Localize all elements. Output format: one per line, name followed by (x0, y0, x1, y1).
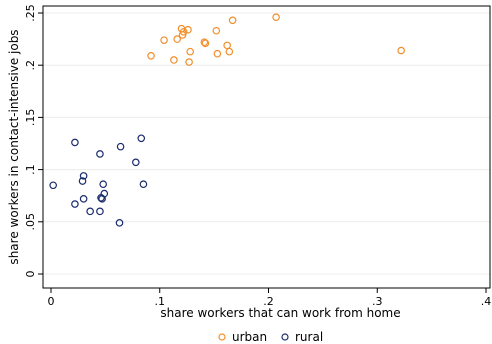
data-point-rural-12 (100, 189, 109, 198)
data-point-rural-2 (71, 200, 79, 208)
data-point-rural-8 (96, 150, 104, 158)
data-point-urban-12 (212, 26, 221, 35)
data-point-urban-17 (272, 13, 280, 21)
data-points (49, 13, 405, 227)
y-tick-label-4: .2 (24, 60, 37, 71)
y-axis-title: share workers in contact-intensive jobs (7, 29, 21, 264)
data-point-rural-16 (137, 134, 146, 143)
y-tick-label-1: .05 (24, 213, 37, 231)
x-axis-ticks: 0 .1 .2 .3 .4 (48, 288, 492, 308)
plot-area (42, 5, 491, 289)
data-point-urban-10 (200, 38, 209, 47)
data-point-rural-3 (78, 177, 87, 185)
data-point-urban-18 (397, 46, 405, 55)
x-tick-label-1: .1 (155, 295, 166, 308)
data-point-rural-13 (115, 219, 124, 227)
data-point-urban-16 (228, 16, 237, 25)
x-tick-label-4: .4 (481, 295, 492, 308)
data-point-urban-8 (185, 58, 193, 66)
y-tick-label-5: .25 (24, 4, 37, 22)
y-tick-label-3: .15 (24, 109, 37, 127)
data-point-urban-3 (173, 35, 181, 43)
legend-label-rural: rural (295, 330, 323, 344)
data-point-rural-14 (116, 142, 125, 151)
data-point-rural-4 (79, 172, 88, 180)
data-point-urban-7 (184, 25, 192, 34)
y-axis-ticks: 0 .05 .1 .15 .2 .25 (24, 4, 43, 278)
data-point-urban-6 (179, 27, 188, 36)
data-point-rural-17 (139, 180, 148, 189)
x-tick-label-3: .3 (372, 295, 383, 308)
data-point-rural-0 (49, 181, 57, 190)
data-point-rural-7 (96, 207, 104, 216)
data-point-urban-9 (186, 47, 195, 56)
data-point-rural-6 (86, 207, 94, 216)
legend: urban rural (218, 330, 323, 344)
y-tick-label-0: 0 (24, 271, 37, 278)
data-point-urban-2 (170, 56, 178, 64)
data-point-rural-1 (71, 138, 79, 147)
data-point-urban-0 (147, 52, 155, 60)
x-tick-label-2: .2 (263, 295, 274, 308)
data-point-rural-5 (79, 195, 88, 203)
grid-lines (43, 12, 490, 275)
data-point-urban-1 (160, 36, 168, 44)
y-tick-label-2: .1 (24, 164, 37, 175)
legend-label-urban: urban (232, 330, 267, 344)
data-point-rural-11 (99, 180, 108, 189)
data-point-rural-15 (132, 158, 140, 167)
data-point-urban-11 (201, 39, 210, 48)
x-tick-label-0: 0 (48, 295, 55, 308)
legend-marker-rural (281, 333, 289, 341)
legend-marker-urban (218, 333, 226, 341)
data-point-urban-13 (213, 49, 222, 58)
data-point-urban-15 (225, 47, 234, 56)
x-axis-title: share workers that can work from home (160, 306, 400, 320)
